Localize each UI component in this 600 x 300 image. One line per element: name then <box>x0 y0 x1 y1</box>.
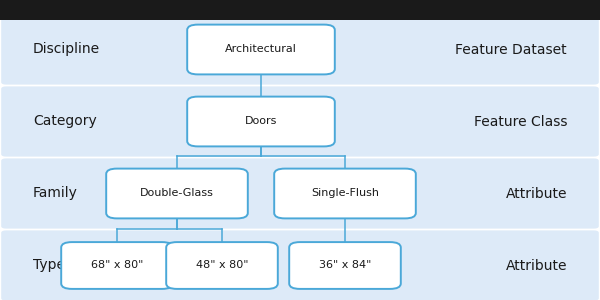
Text: Attribute: Attribute <box>505 259 567 272</box>
Text: Attribute: Attribute <box>505 187 567 200</box>
Text: Doors: Doors <box>245 116 277 127</box>
Text: Type: Type <box>33 259 65 272</box>
Text: Architectural: Architectural <box>225 44 297 55</box>
FancyBboxPatch shape <box>1 158 599 229</box>
FancyBboxPatch shape <box>0 0 600 20</box>
Text: Discipline: Discipline <box>33 43 100 56</box>
Text: BIM Workspace in ArcGIS: BIM Workspace in ArcGIS <box>400 4 567 17</box>
Text: Category: Category <box>33 115 97 128</box>
Text: Double-Glass: Double-Glass <box>140 188 214 199</box>
Text: 48" x 80": 48" x 80" <box>196 260 248 271</box>
FancyBboxPatch shape <box>1 230 599 300</box>
FancyBboxPatch shape <box>1 14 599 85</box>
FancyBboxPatch shape <box>166 242 278 289</box>
FancyBboxPatch shape <box>61 242 173 289</box>
Text: Feature Class: Feature Class <box>473 115 567 128</box>
Text: Family: Family <box>33 187 78 200</box>
Text: 68" x 80": 68" x 80" <box>91 260 143 271</box>
FancyBboxPatch shape <box>106 169 248 218</box>
FancyBboxPatch shape <box>187 25 335 74</box>
FancyBboxPatch shape <box>274 169 416 218</box>
FancyBboxPatch shape <box>289 242 401 289</box>
FancyBboxPatch shape <box>187 97 335 146</box>
FancyBboxPatch shape <box>1 86 599 157</box>
Text: Single-Flush: Single-Flush <box>311 188 379 199</box>
Text: 36" x 84": 36" x 84" <box>319 260 371 271</box>
Text: BIM File (Revit): BIM File (Revit) <box>33 4 136 17</box>
Text: Feature Dataset: Feature Dataset <box>455 43 567 56</box>
